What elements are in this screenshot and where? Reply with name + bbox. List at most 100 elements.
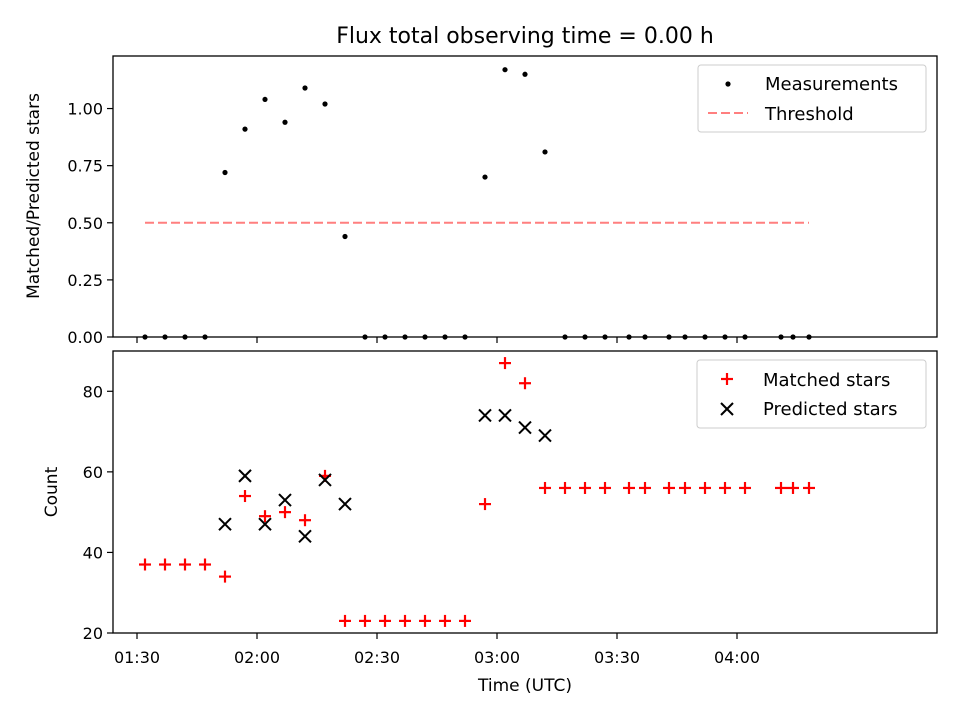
measurement-point	[422, 334, 428, 340]
measurement-point	[562, 334, 568, 340]
measurement-point	[702, 334, 708, 340]
predicted-star-point	[318, 473, 332, 487]
predicted-star-point	[258, 517, 272, 531]
legend-marker-predicted	[720, 402, 734, 416]
matched-star-point	[559, 481, 571, 494]
matched-star-point	[663, 481, 675, 494]
bottom-y-axis-label: Count	[42, 466, 62, 517]
bottom-y-tick-label: 20	[83, 624, 103, 643]
measurement-point	[522, 71, 528, 77]
measurement-point	[222, 169, 228, 176]
bottom-x-tick-label: 04:00	[714, 648, 760, 667]
matched-star-point	[499, 357, 511, 370]
bottom-x-tick-label: 01:30	[114, 648, 160, 667]
legend-label-matched: Matched stars	[763, 370, 890, 391]
measurement-point	[602, 334, 608, 340]
legend-label-predicted: Predicted stars	[763, 399, 897, 420]
matched-star-point	[679, 481, 691, 494]
matched-star-point	[399, 614, 411, 627]
matched-star-point	[699, 481, 711, 494]
measurement-point	[162, 334, 168, 340]
bottom-x-tick-label: 03:30	[594, 648, 640, 667]
bottom-legend: Matched stars Predicted stars	[696, 359, 927, 429]
predicted-star-point	[218, 517, 232, 531]
measurement-point	[182, 334, 188, 340]
measurement-point	[262, 96, 268, 103]
measurement-point	[626, 334, 632, 340]
bottom-x-axis: 01:30 02:00 02:30 03:00 03:30 04:00	[114, 633, 760, 667]
measurement-point	[790, 334, 796, 340]
matched-star-point	[139, 558, 151, 571]
measurement-point	[362, 334, 368, 340]
matched-star-point	[419, 614, 431, 627]
chart-title: Flux total observing time = 0.00 h	[336, 24, 714, 49]
legend-marker-matched	[721, 373, 733, 385]
top-legend: Measurements Threshold	[697, 64, 927, 133]
matched-star-point	[339, 614, 351, 627]
measurement-point	[502, 67, 508, 73]
measurement-point	[482, 174, 488, 180]
top-y-tick-label: 0.75	[67, 157, 103, 176]
measurement-point	[642, 334, 648, 340]
matched-star-point	[379, 614, 391, 627]
predicted-star-point	[478, 408, 492, 423]
matched-star-point	[539, 481, 551, 494]
matched-star-point	[219, 570, 231, 583]
predicted-star-point	[338, 497, 352, 511]
matched-star-point	[439, 614, 451, 627]
x-axis-label: Time (UTC)	[477, 676, 572, 696]
top-y-tick-label: 1.00	[67, 100, 103, 119]
matched-star-point	[719, 481, 731, 494]
predicted-star-point	[278, 493, 292, 507]
measurement-point	[302, 85, 308, 91]
matched-star-point	[159, 558, 171, 571]
measurement-point	[722, 334, 728, 340]
predicted-star-point	[518, 420, 532, 435]
matched-star-point	[787, 481, 799, 494]
measurement-point	[402, 334, 408, 340]
predicted-star-point	[298, 529, 312, 544]
matched-star-point	[479, 498, 491, 511]
matched-star-point	[359, 614, 371, 627]
bottom-y-tick-label: 60	[83, 463, 103, 482]
matched-star-point	[299, 514, 311, 527]
matched-star-point	[279, 506, 291, 519]
top-y-tick-label: 0.25	[67, 271, 103, 290]
measurement-point	[382, 334, 388, 340]
measurement-point	[778, 334, 784, 340]
bottom-y-tick-label: 40	[83, 543, 103, 562]
measurement-point	[462, 334, 468, 340]
bottom-x-tick-label: 03:00	[474, 648, 520, 667]
matched-star-point	[519, 377, 531, 390]
predicted-star-point	[238, 469, 252, 483]
bottom-x-tick-label: 02:30	[354, 648, 400, 667]
matched-star-point	[199, 558, 211, 571]
top-x-axis	[136, 337, 738, 343]
measurement-point	[442, 334, 448, 340]
legend-marker-measurements	[725, 81, 731, 87]
top-y-tick-label: 0.00	[67, 328, 103, 347]
legend-label-threshold: Threshold	[764, 104, 854, 125]
matched-star-point	[459, 614, 471, 627]
top-y-axis: 0.00 0.25 0.50 0.75 1.00	[67, 100, 113, 347]
matched-star-point	[179, 558, 191, 571]
bottom-legend-box	[696, 359, 927, 429]
predicted-star-point	[538, 428, 552, 443]
measurement-point	[282, 119, 288, 125]
measurement-point	[582, 334, 588, 340]
measurement-point	[342, 233, 348, 240]
matched-star-point	[775, 481, 787, 494]
measurement-point	[542, 149, 548, 155]
bottom-x-tick-label: 02:00	[234, 648, 280, 667]
matched-star-point	[623, 481, 635, 494]
legend-label-measurements: Measurements	[765, 74, 898, 95]
measurement-point	[742, 334, 748, 340]
matched-star-point	[259, 510, 271, 523]
measurement-point	[242, 126, 248, 132]
matched-star-point	[803, 481, 815, 494]
matched-star-point	[739, 481, 751, 494]
bottom-y-axis: 20 40 60 80	[83, 382, 113, 643]
top-y-tick-label: 0.50	[67, 214, 103, 233]
